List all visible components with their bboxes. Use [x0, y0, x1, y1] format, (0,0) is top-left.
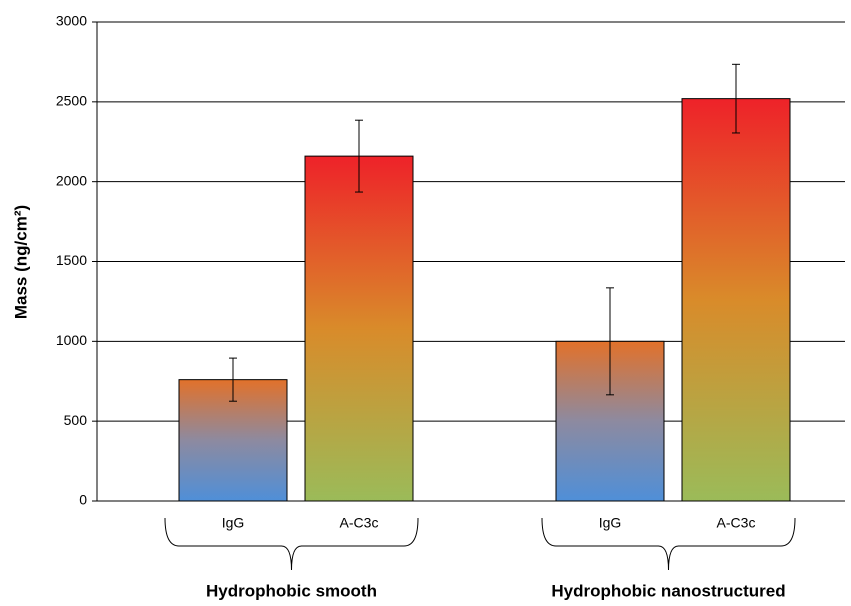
bar — [304, 155, 414, 502]
y-tick-label: 0 — [79, 492, 87, 508]
y-tick-label: 1500 — [56, 252, 87, 268]
bar — [681, 98, 791, 502]
bar-label: A-C3c — [340, 515, 379, 531]
group-brace — [164, 517, 419, 571]
y-tick-label: 1000 — [56, 332, 87, 348]
y-tick-label: 500 — [64, 412, 88, 428]
y-tick-label: 2500 — [56, 93, 87, 109]
y-tick-label: 2000 — [56, 172, 87, 188]
group-label: Hydrophobic smooth — [206, 581, 377, 600]
group-label: Hydrophobic nanostructured — [551, 581, 785, 600]
y-tick-label: 3000 — [56, 13, 87, 29]
bar-label: A-C3c — [717, 515, 756, 531]
y-axis-label: Mass (ng/cm²) — [11, 205, 30, 319]
bar-label: IgG — [599, 515, 622, 531]
group-brace — [541, 517, 796, 571]
bar-label: IgG — [222, 515, 245, 531]
